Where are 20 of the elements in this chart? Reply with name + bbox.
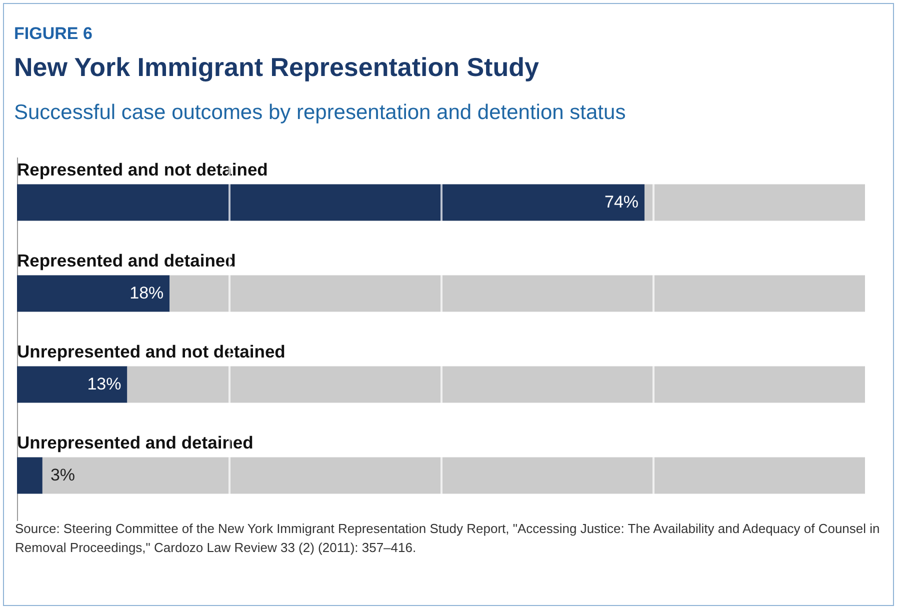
data-label: 3%	[50, 466, 76, 484]
bar	[170, 275, 865, 312]
caption: FIGURE 6	[14, 24, 92, 44]
data-label: 18%	[130, 284, 164, 302]
y-tick-label: Represented and detained	[17, 250, 236, 270]
annotation: Source: Steering Committee of the New York Immigrant Representation Study Report, "Accessing Justice: The Availability and Adequacy of Counsel in Removal Proceedings," Cardozo Law Review 33 (2) (2011): 357–416.	[15, 520, 880, 557]
chart-title: New York Immigrant Representation Study	[14, 52, 539, 83]
y-tick-label: Unrepresented and detained	[17, 432, 254, 452]
data-label: 74%	[604, 192, 639, 212]
bar	[17, 275, 170, 312]
bar	[42, 457, 865, 494]
chart-subtitle: Successful case outcomes by representation and detention status	[14, 101, 626, 125]
bar	[644, 184, 865, 221]
y-tick-label: Unrepresented and not detained	[17, 342, 286, 362]
data-label: 13%	[87, 374, 122, 394]
bar	[17, 366, 128, 403]
y-tick-label: Represented and not detained	[17, 160, 268, 180]
bar	[127, 366, 865, 403]
bar	[17, 184, 645, 221]
bar	[17, 457, 42, 494]
